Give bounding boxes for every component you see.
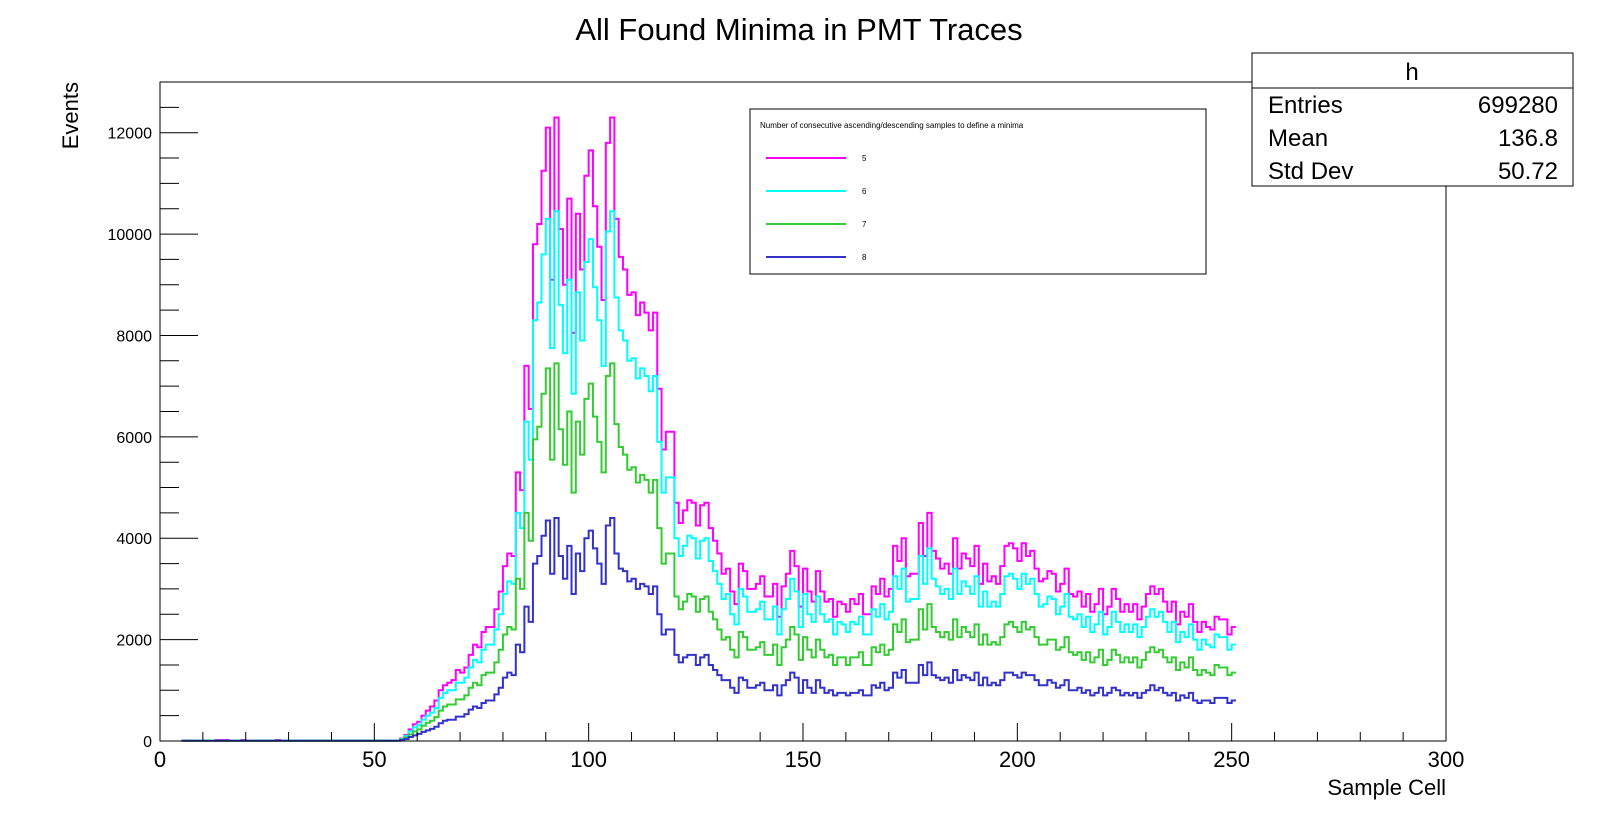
stats-stddev-value: 50.72 bbox=[1498, 158, 1558, 185]
y-tick-label: 4000 bbox=[116, 531, 152, 548]
stats-box-frame bbox=[1251, 52, 1574, 187]
x-tick-label: 250 bbox=[1213, 747, 1250, 772]
stats-mean-value: 136.8 bbox=[1498, 125, 1558, 152]
stats-stddev-label: Std Dev bbox=[1268, 158, 1353, 185]
legend-header: Number of consecutive ascending/descendi… bbox=[760, 121, 1024, 130]
axis-ticks: 0 50 100 150 200 250 300 0 2000 4000 6000 8000 10000… bbox=[108, 81, 1465, 772]
x-tick-label: 50 bbox=[362, 747, 386, 772]
y-tick-label: 10000 bbox=[108, 227, 153, 244]
x-tick-label: 300 bbox=[1428, 747, 1465, 772]
x-tick-label: 0 bbox=[154, 747, 166, 772]
legend-label-5: 5 bbox=[862, 154, 867, 163]
legend-label-8: 8 bbox=[862, 253, 867, 262]
x-axis-title: Sample Cell bbox=[1327, 775, 1446, 800]
stats-mean-label: Mean bbox=[1268, 125, 1328, 152]
stats-entries-label: Entries bbox=[1268, 92, 1343, 119]
x-tick-label: 100 bbox=[570, 747, 607, 772]
series-8-line bbox=[181, 516, 1236, 742]
legend: Number of consecutive ascending/descendi… bbox=[749, 108, 1207, 275]
series-6-line bbox=[181, 210, 1236, 742]
x-tick-label: 200 bbox=[999, 747, 1036, 772]
series-5-line bbox=[181, 116, 1236, 742]
y-tick-label: 2000 bbox=[116, 633, 152, 650]
y-tick-label: 6000 bbox=[116, 430, 152, 447]
y-tick-label: 0 bbox=[143, 734, 152, 751]
y-tick-label: 12000 bbox=[108, 126, 153, 143]
stats-entries-value: 699280 bbox=[1478, 92, 1558, 119]
legend-label-6: 6 bbox=[862, 187, 867, 196]
stats-box-name: h bbox=[1405, 59, 1418, 86]
series-7-line bbox=[181, 362, 1236, 742]
x-tick-label: 150 bbox=[785, 747, 822, 772]
legend-label-7: 7 bbox=[862, 220, 867, 229]
series-layer bbox=[181, 116, 1236, 742]
stats-box: h Entries 699280 Mean 136.8 Std Dev 50.7… bbox=[1251, 52, 1574, 187]
y-axis-title: Events bbox=[58, 82, 83, 149]
legend-entries: 5 6 7 8 bbox=[766, 154, 867, 262]
chart-title: All Found Minima in PMT Traces bbox=[575, 12, 1022, 47]
y-tick-label: 8000 bbox=[116, 328, 152, 345]
